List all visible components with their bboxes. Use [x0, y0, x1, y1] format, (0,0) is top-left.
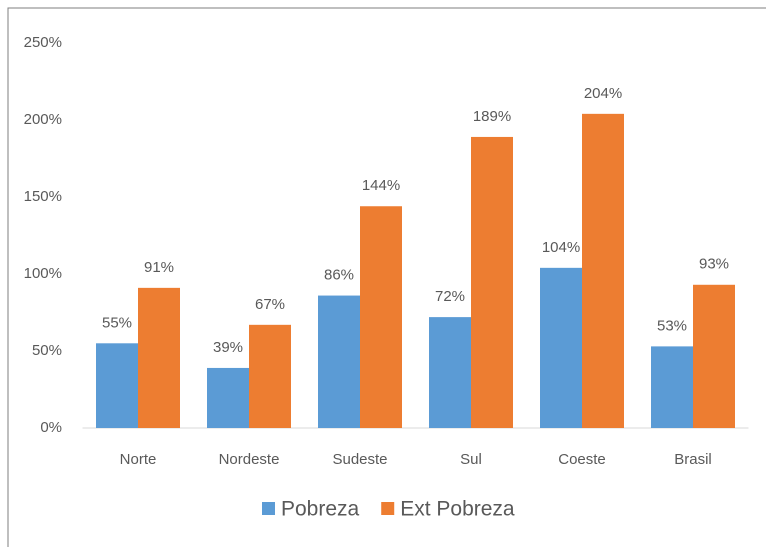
legend-swatch: [262, 502, 275, 515]
data-label: 189%: [473, 108, 511, 125]
bar: [471, 136, 513, 428]
bar: [360, 206, 402, 428]
data-label: 204%: [584, 85, 622, 102]
bar: [582, 113, 624, 428]
y-tick-label: 200%: [24, 111, 62, 128]
y-tick-label: 0%: [40, 419, 62, 436]
data-label: 39%: [213, 339, 243, 356]
y-tick-label: 100%: [24, 265, 62, 282]
x-tick-label: Coeste: [558, 451, 606, 468]
data-label: 144%: [362, 177, 400, 194]
bar: [651, 346, 693, 428]
bar: [318, 295, 360, 428]
data-label: 72%: [435, 288, 465, 305]
x-tick-label: Brasil: [674, 451, 712, 468]
legend-label: Pobreza: [281, 498, 360, 521]
bar: [429, 317, 471, 428]
y-tick-label: 250%: [24, 34, 62, 51]
data-label: 86%: [324, 267, 354, 284]
bar: [249, 324, 291, 428]
x-tick-label: Sudeste: [332, 451, 387, 468]
y-tick-label: 50%: [32, 342, 62, 359]
data-label: 93%: [699, 256, 729, 273]
data-label: 67%: [255, 296, 285, 313]
x-tick-label: Nordeste: [219, 451, 280, 468]
x-tick-label: Sul: [460, 451, 482, 468]
bar: [207, 367, 249, 428]
x-tick-label: Norte: [120, 451, 157, 468]
y-tick-label: 150%: [24, 188, 62, 205]
bar: [138, 287, 180, 428]
data-label: 104%: [542, 239, 580, 256]
legend-swatch: [381, 502, 395, 515]
bar: [693, 284, 735, 428]
data-label: 91%: [144, 259, 174, 276]
data-label: 53%: [657, 317, 687, 334]
data-label: 55%: [102, 314, 132, 331]
bar: [96, 343, 138, 428]
bar: [540, 267, 582, 428]
legend-label: Ext Pobreza: [400, 498, 515, 521]
